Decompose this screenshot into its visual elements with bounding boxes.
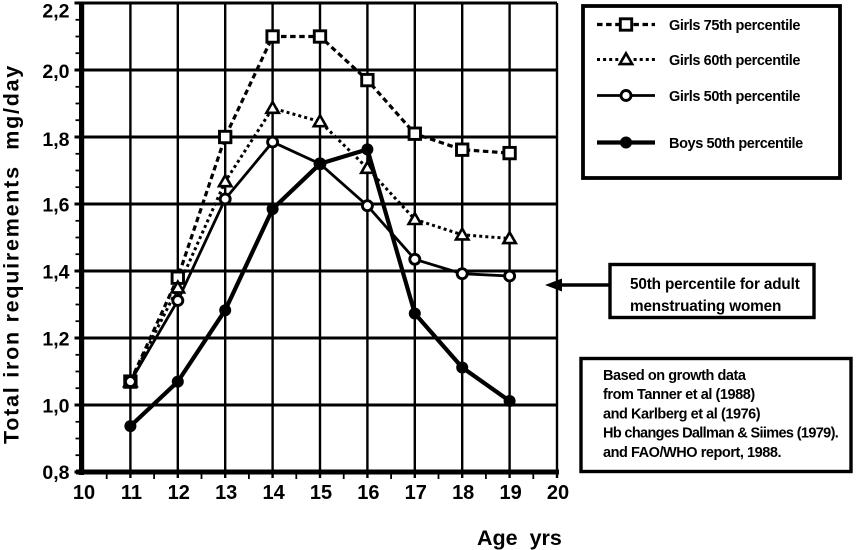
svg-text:from Tanner et al (1988): from Tanner et al (1988) xyxy=(603,387,755,403)
svg-text:0,8: 0,8 xyxy=(42,462,69,484)
svg-text:12: 12 xyxy=(168,482,190,504)
svg-text:14: 14 xyxy=(262,482,285,504)
svg-text:2,2: 2,2 xyxy=(42,1,69,23)
svg-text:18: 18 xyxy=(452,482,474,504)
svg-text:and FAO/WHO report, 1988.: and FAO/WHO report, 1988. xyxy=(603,445,782,461)
svg-text:Based on growth data: Based on growth data xyxy=(603,368,747,384)
svg-text:Hb changes Dallman & Siimes (1: Hb changes Dallman & Siimes (1979). xyxy=(603,426,839,442)
svg-text:Girls 60th percentile: Girls 60th percentile xyxy=(669,53,800,69)
svg-text:1,4: 1,4 xyxy=(42,262,69,284)
svg-text:17: 17 xyxy=(405,482,427,504)
svg-text:13: 13 xyxy=(215,482,237,504)
svg-text:Girls 75th percentile: Girls 75th percentile xyxy=(669,18,800,34)
svg-text:1,0: 1,0 xyxy=(42,396,69,418)
svg-text:10: 10 xyxy=(73,482,95,504)
svg-text:16: 16 xyxy=(357,482,379,504)
svg-text:1,2: 1,2 xyxy=(42,329,69,351)
svg-text:Girls 50th percentile: Girls 50th percentile xyxy=(669,89,800,105)
svg-text:19: 19 xyxy=(499,482,521,504)
svg-text:Total iron requirements mg/da: Total iron requirements mg/day xyxy=(0,64,24,444)
svg-text:1,8: 1,8 xyxy=(42,129,69,151)
svg-text:50th percentile for adult: 50th percentile for adult xyxy=(630,276,800,293)
svg-text:menstruating women: menstruating women xyxy=(630,298,781,315)
svg-text:1,6: 1,6 xyxy=(42,195,69,217)
svg-text:11: 11 xyxy=(121,482,142,504)
svg-text:15: 15 xyxy=(310,482,332,504)
svg-text:and Karlberg et al (1976): and Karlberg et al (1976) xyxy=(603,406,761,422)
svg-text:Age yrs: Age yrs xyxy=(477,526,562,550)
svg-text:2,0: 2,0 xyxy=(42,61,69,83)
svg-text:Boys 50th percentile: Boys 50th percentile xyxy=(669,136,803,152)
svg-text:20: 20 xyxy=(547,482,569,504)
